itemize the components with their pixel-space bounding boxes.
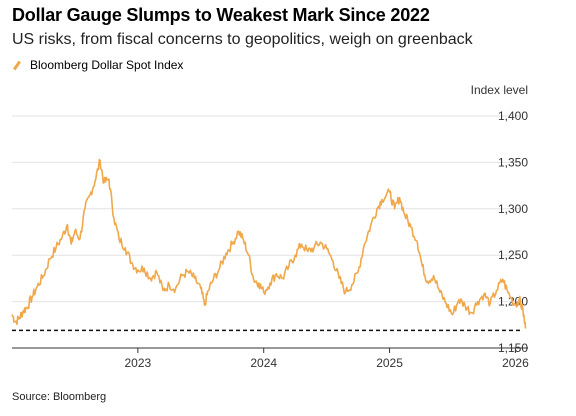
x-tick-label: 2026: [502, 356, 529, 370]
chart-subtitle: US risks, from fiscal concerns to geopol…: [12, 31, 473, 48]
y-axis-unit-label: Index level: [471, 83, 528, 97]
series-line: [11, 158, 527, 329]
x-tick-label: 2024: [250, 356, 277, 370]
y-tick-label: 1,200: [498, 295, 528, 309]
legend: Bloomberg Dollar Spot Index: [12, 58, 183, 72]
x-tick-label: 2025: [376, 356, 403, 370]
y-tick-label: 1,250: [498, 248, 528, 262]
y-tick-label: 1,400: [498, 109, 528, 123]
y-tick-label: 1,300: [498, 202, 528, 216]
y-tick-label: 1,350: [498, 155, 528, 169]
chart-title: Dollar Gauge Slumps to Weakest Mark Sinc…: [12, 5, 430, 25]
x-tick-label: 2023: [125, 356, 152, 370]
source-note: Source: Bloomberg: [12, 391, 107, 403]
legend-label: Bloomberg Dollar Spot Index: [30, 58, 184, 72]
